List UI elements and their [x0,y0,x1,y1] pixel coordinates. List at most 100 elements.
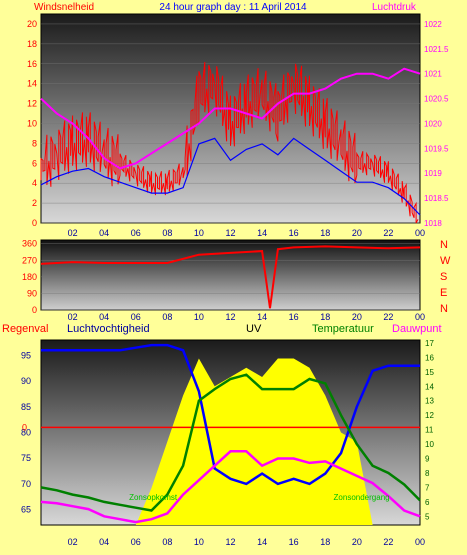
x-tick-label: 02 [68,312,78,322]
y-tick-humidity: 75 [21,453,31,463]
rain-zero-label: 0 [22,422,27,432]
x-tick-label: 12 [225,228,235,238]
x-tick-label: 22 [383,537,393,547]
x-tick-label: 12 [225,537,235,547]
y-tick-right: 1018.5 [424,194,449,203]
y-tick-humidity: 90 [21,376,31,386]
series-wind-direction [40,245,421,309]
panel-wind-direction [40,239,421,311]
y-tick-direction: 180 [22,272,37,282]
y-tick-right: 1020 [424,119,442,128]
x-tick-label: 06 [131,228,141,238]
y-tick-temperature: 9 [425,455,430,464]
y-tick-left: 4 [32,178,37,188]
y-tick-temperature: 11 [425,426,434,435]
y-tick-temperature: 6 [425,498,430,507]
y-tick-left: 2 [32,198,37,208]
label-regenval: Regenval [2,323,48,335]
compass-label: W [440,255,451,267]
x-tick-label: 14 [257,228,267,238]
y-tick-right: 1018 [424,219,442,228]
y-tick-left: 18 [27,39,37,49]
y-tick-left: 10 [27,118,37,128]
x-tick-label: 16 [289,228,299,238]
y-tick-temperature: 15 [425,368,434,377]
y-tick-direction: 0 [32,305,37,315]
compass-label: E [440,287,447,299]
y-tick-temperature: 8 [425,469,430,478]
sunrise-label: Zonsopkomst [129,493,178,502]
label-dauwpunt: Dauwpunt [392,323,442,335]
y-tick-left: 14 [27,79,37,89]
y-tick-direction: 360 [22,239,37,249]
x-tick-label: 08 [162,537,172,547]
x-tick-label: 00 [415,537,425,547]
y-tick-right: 1022 [424,20,442,29]
series-windsnelheid [40,61,419,224]
label-luchtvochtigheid: Luchtvochtigheid [67,323,150,335]
x-tick-label: 18 [320,228,330,238]
y-tick-temperature: 13 [425,397,434,406]
y-tick-temperature: 16 [425,353,434,362]
x-tick-label: 00 [415,228,425,238]
x-tick-label: 00 [415,312,425,322]
x-tick-label: 08 [162,228,172,238]
x-tick-label: 02 [68,228,78,238]
series-temperatuur [40,373,421,512]
y-tick-temperature: 5 [425,512,430,521]
y-tick-temperature: 7 [425,483,430,492]
sunset-label: Zonsondergang [334,493,390,502]
series-luchtvochtigheid [41,343,420,486]
y-tick-right: 1021 [424,70,442,79]
x-tick-label: 04 [99,228,109,238]
y-tick-right: 1021.5 [424,45,449,54]
x-tick-label: 06 [131,312,141,322]
x-tick-label: 20 [352,537,362,547]
y-tick-left: 16 [27,59,37,69]
x-tick-label: 04 [99,537,109,547]
header-center: 24 hour graph day : 11 April 2014 [159,2,307,13]
x-tick-label: 16 [289,312,299,322]
x-tick-label: 20 [352,228,362,238]
y-tick-humidity: 65 [21,505,31,515]
x-tick-label: 12 [225,312,235,322]
series-dauwpunt [40,450,421,524]
compass-label: S [440,271,447,283]
y-tick-left: 20 [27,19,37,29]
x-tick-label: 10 [194,312,204,322]
y-tick-left: 12 [27,99,37,109]
y-tick-right: 1019 [424,169,442,178]
x-tick-label: 22 [383,312,393,322]
x-tick-label: 02 [68,537,78,547]
x-tick-label: 04 [99,312,109,322]
series-uv [41,358,420,525]
y-tick-humidity: 85 [21,402,31,412]
x-tick-label: 10 [194,537,204,547]
x-tick-label: 18 [320,312,330,322]
label-uv: UV [246,323,262,335]
x-tick-label: 14 [257,312,267,322]
y-tick-left: 8 [32,138,37,148]
y-tick-left: 0 [32,218,37,228]
series-average-wind [40,137,421,216]
y-tick-right: 1019.5 [424,144,449,153]
x-tick-label: 06 [131,537,141,547]
y-tick-humidity: 95 [21,350,31,360]
y-tick-direction: 90 [27,288,37,298]
label-temperatuur: Temperatuur [312,323,374,335]
y-tick-humidity: 80 [21,428,31,438]
compass-label: N [440,239,448,251]
x-tick-label: 10 [194,228,204,238]
y-tick-temperature: 17 [425,339,434,348]
y-tick-left: 6 [32,158,37,168]
x-tick-label: 08 [162,312,172,322]
compass-label: N [440,303,448,315]
y-tick-right: 1020.5 [424,95,449,104]
y-tick-humidity: 70 [21,479,31,489]
y-tick-direction: 270 [22,255,37,265]
y-tick-temperature: 10 [425,440,434,449]
x-tick-label: 20 [352,312,362,322]
x-tick-label: 14 [257,537,267,547]
x-tick-label: 18 [320,537,330,547]
